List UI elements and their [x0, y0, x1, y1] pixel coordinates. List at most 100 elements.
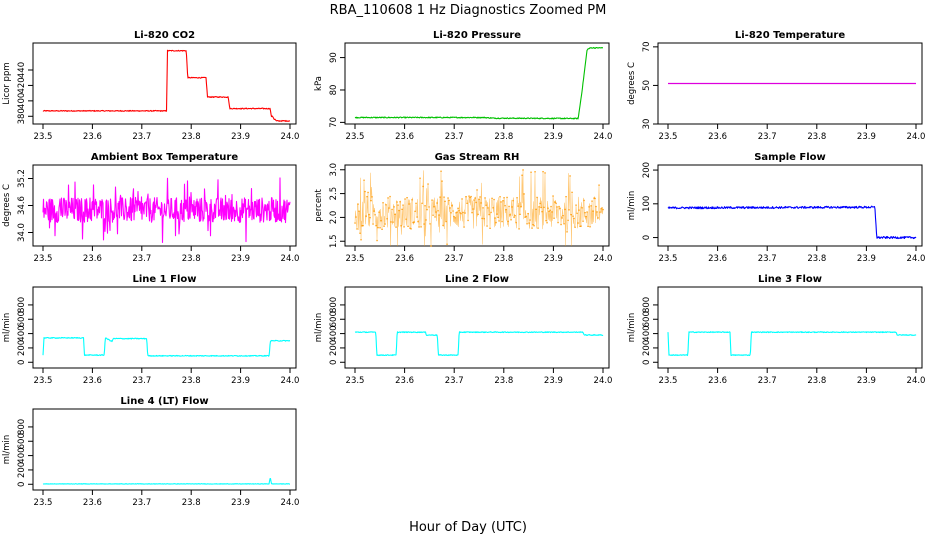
y-tick-label: 380: [17, 108, 27, 124]
y-tick-label: 600: [17, 433, 27, 449]
data-point: [375, 225, 377, 227]
x-tick-label: 24.0: [594, 132, 613, 142]
x-tick-label: 23.7: [758, 376, 777, 386]
data-point: [478, 198, 480, 200]
y-tick-label: 3.0: [329, 163, 339, 177]
x-tick-label: 23.9: [544, 376, 563, 386]
data-point: [479, 196, 481, 198]
data-point: [360, 239, 362, 241]
data-point: [489, 227, 491, 229]
data-point: [576, 212, 578, 214]
plot-frame: [344, 286, 610, 369]
y-tick-label: 200: [17, 340, 27, 356]
data-point: [434, 216, 436, 218]
data-point: [473, 199, 475, 201]
y-tick-label: 200: [329, 340, 339, 356]
data-point: [526, 223, 528, 225]
x-tick-label: 23.9: [857, 254, 876, 264]
data-point: [521, 174, 523, 176]
x-tick-label: 23.5: [34, 254, 53, 264]
data-point: [415, 202, 417, 204]
data-point: [387, 197, 389, 199]
data-point: [525, 216, 527, 218]
x-tick-label: 24.0: [281, 254, 300, 264]
data-point: [542, 171, 544, 173]
x-tick-label: 23.5: [659, 132, 678, 142]
panel-title: Line 3 Flow: [758, 274, 822, 285]
panel-title: Li-820 Temperature: [735, 30, 845, 41]
x-tick-label: 23.8: [182, 254, 201, 264]
data-point: [427, 183, 429, 185]
data-point: [467, 219, 469, 222]
data-point: [523, 193, 525, 195]
data-point: [494, 217, 496, 219]
y-tick-label: 440: [17, 62, 27, 78]
data-point: [590, 205, 592, 207]
data-point: [373, 210, 375, 212]
data-point: [433, 206, 435, 208]
y-tick-label: 35.2: [17, 169, 27, 188]
data-point: [554, 201, 556, 203]
data-point: [556, 206, 558, 208]
x-tick-label: 23.5: [34, 376, 53, 386]
y-tick-label: 50: [642, 80, 652, 91]
x-tick-label: 24.0: [281, 376, 300, 386]
data-point: [369, 217, 371, 219]
data-point: [401, 208, 403, 210]
data-point: [563, 223, 565, 225]
data-point: [539, 202, 541, 205]
y-tick-label: 70: [642, 41, 652, 52]
data-point: [430, 245, 432, 247]
y-tick-label: 600: [329, 311, 339, 327]
x-tick-label: 23.8: [494, 254, 513, 264]
data-point: [496, 213, 498, 215]
data-point: [390, 221, 392, 223]
y-axis-label: degrees C: [2, 184, 12, 227]
data-point: [490, 211, 492, 214]
data-point: [574, 226, 576, 228]
data-point: [486, 225, 488, 227]
data-point: [361, 225, 363, 227]
data-point: [399, 201, 401, 203]
x-tick-label: 23.9: [544, 132, 563, 142]
data-point: [406, 197, 408, 199]
panel-licor_temp: Li-820 Temperature degrees C 23.5 23.6 23.7 2…: [627, 30, 925, 142]
data-point: [495, 221, 497, 224]
data-point: [359, 232, 361, 234]
data-point: [435, 211, 437, 213]
x-tick-label: 23.7: [445, 132, 464, 142]
plot-frame: [344, 42, 610, 125]
y-tick-label: 200: [642, 162, 652, 178]
data-point: [354, 222, 356, 224]
x-tick-label: 23.8: [494, 132, 513, 142]
x-tick-label: 23.7: [758, 132, 777, 142]
x-tick-label: 23.6: [83, 254, 102, 264]
data-point: [469, 196, 471, 199]
plot-frame: [32, 286, 297, 369]
data-point: [598, 184, 600, 186]
data-point: [445, 220, 447, 223]
data-point: [536, 196, 538, 199]
data-point: [544, 172, 546, 174]
data-point: [386, 218, 388, 220]
data-point: [448, 199, 450, 202]
data-point: [515, 221, 517, 224]
y-tick-label: 2.5: [329, 187, 339, 201]
x-tick-label: 23.6: [395, 254, 414, 264]
x-tick-label: 23.8: [494, 376, 513, 386]
series-line: [42, 177, 291, 244]
x-tick-label: 23.9: [231, 376, 250, 386]
panel-line1: Line 1 Flow ml/min 23.5 23.6 23.7 23.8 23.9 24.…: [2, 274, 299, 386]
x-tick-label: 23.5: [346, 376, 365, 386]
data-point: [411, 199, 413, 201]
x-tick-label: 23.5: [659, 376, 678, 386]
data-point: [567, 219, 569, 221]
y-tick-label: 2.0: [329, 211, 339, 225]
data-point: [599, 211, 601, 213]
x-tick-label: 23.5: [34, 132, 53, 142]
data-point: [372, 223, 374, 225]
data-point: [432, 214, 434, 216]
y-tick-label: 34.0: [17, 223, 27, 242]
data-point: [410, 228, 412, 230]
data-point: [394, 213, 396, 215]
